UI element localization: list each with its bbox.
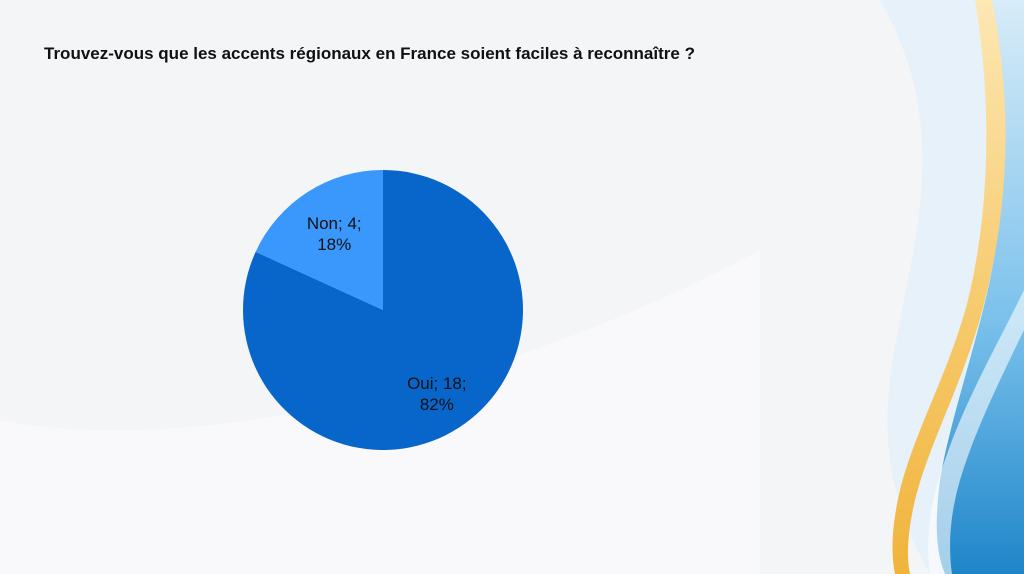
deco-white-stripe (928, 290, 1024, 574)
deco-gold-band (892, 0, 1006, 574)
data-label-non-line2: 18% (317, 235, 352, 255)
slide-title: Trouvez-vous que les accents régionaux e… (44, 44, 695, 63)
pie-slice-oui (243, 170, 524, 450)
data-label-oui: Oui; 18; 82% (407, 373, 467, 415)
data-label-oui-line2: 82% (419, 395, 454, 415)
data-label-non: Non; 4; 18% (307, 213, 362, 255)
pie-slice-non (255, 170, 383, 310)
data-label-oui-line1: Oui; 18; (407, 374, 467, 394)
data-label-non-line1: Non; 4; (306, 214, 362, 234)
